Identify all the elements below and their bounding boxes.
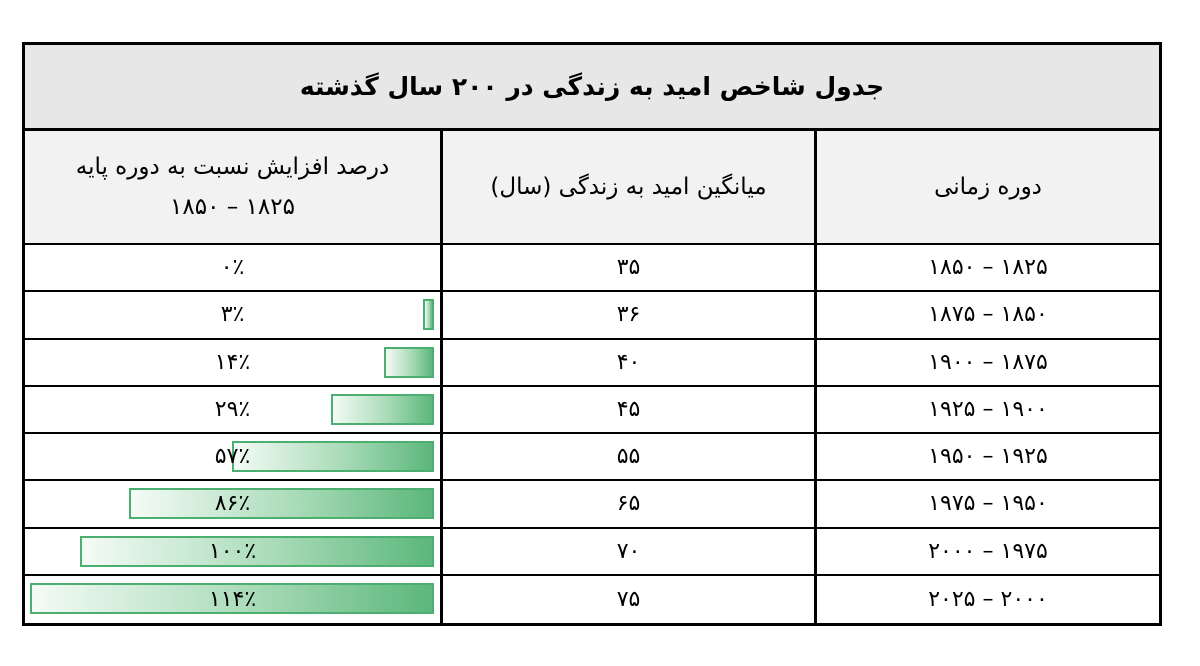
- period-value: ۱۸۲۵ – ۱۸۵۰: [928, 255, 1048, 281]
- period-cell: ۱۸۲۵ – ۱۸۵۰: [817, 245, 1159, 290]
- increase-value: ۱۱۴٪: [208, 586, 257, 612]
- life-expectancy-value: ۳۶: [616, 302, 641, 328]
- life-expectancy-cell: ۳۵: [443, 245, 817, 291]
- life-expectancy-cell: ۵۵: [443, 434, 817, 480]
- table-row: ۲۰۰۰ – ۲۰۲۵ ۷۵ ۱۱۴٪: [25, 575, 1159, 623]
- period-value: ۱۹۰۰ – ۱۹۲۵: [928, 396, 1048, 422]
- life-expectancy-cell: ۴۵: [443, 386, 817, 432]
- header-period-label: دوره زمانی: [934, 174, 1042, 200]
- period-value: ۱۹۷۵ – ۲۰۰۰: [928, 538, 1048, 564]
- life-expectancy-value: ۷۰: [616, 538, 641, 564]
- increase-value: ۵۷٪: [214, 444, 251, 470]
- increase-value: ۰٪: [220, 255, 245, 281]
- life-expectancy-cell: ۴۰: [443, 339, 817, 385]
- period-cell: ۱۹۰۰ – ۱۹۲۵: [817, 387, 1159, 432]
- increase-value: ۱۰۰٪: [208, 538, 257, 564]
- table-row: ۱۸۷۵ – ۱۹۰۰ ۴۰ ۱۴٪: [25, 339, 1159, 387]
- period-cell: ۱۸۵۰ – ۱۸۷۵: [817, 292, 1159, 337]
- table-row: ۱۹۷۵ – ۲۰۰۰ ۷۰ ۱۰۰٪: [25, 528, 1159, 576]
- period-cell: ۱۹۷۵ – ۲۰۰۰: [817, 529, 1159, 574]
- increase-value: ۳٪: [220, 302, 245, 328]
- header-increase: درصد افزایش نسبت به دوره پایه ۱۸۲۵ – ۱۸۵…: [25, 131, 443, 243]
- life-expectancy-value: ۳۵: [616, 255, 641, 281]
- life-expectancy-cell: ۷۰: [443, 528, 817, 574]
- life-expectancy-cell: ۷۵: [443, 575, 817, 623]
- period-cell: ۱۹۵۰ – ۱۹۷۵: [817, 481, 1159, 526]
- period-cell: ۲۰۰۰ – ۲۰۲۵: [817, 576, 1159, 623]
- header-increase-label: درصد افزایش نسبت به دوره پایه: [75, 154, 390, 180]
- table-body: ۱۸۲۵ – ۱۸۵۰ ۳۵ ۰٪ ۱۸۵۰ – ۱۸۷۵ ۳۶ ۳٪ ۱۸۷۵ – ۱۹۰…: [25, 245, 1159, 623]
- table-title-row: جدول شاخص امید به زندگی در ۲۰۰ سال گذشته: [25, 45, 1159, 131]
- increase-cell: ۰٪: [25, 245, 443, 291]
- table-title: جدول شاخص امید به زندگی در ۲۰۰ سال گذشته: [299, 72, 885, 101]
- period-value: ۱۹۲۵ – ۱۹۵۰: [928, 444, 1048, 470]
- increase-value: ۲۹٪: [214, 396, 251, 422]
- increase-cell: ۸۶٪: [25, 481, 443, 527]
- table-row: ۱۸۵۰ – ۱۸۷۵ ۳۶ ۳٪: [25, 292, 1159, 340]
- increase-bar: [423, 299, 434, 331]
- table-row: ۱۸۲۵ – ۱۸۵۰ ۳۵ ۰٪: [25, 245, 1159, 293]
- life-expectancy-value: ۶۵: [616, 491, 641, 517]
- life-expectancy-value: ۷۵: [616, 586, 641, 612]
- increase-bar: [232, 441, 434, 472]
- period-cell: ۱۹۲۵ – ۱۹۵۰: [817, 434, 1159, 479]
- increase-bar: [331, 393, 434, 425]
- period-value: ۱۸۷۵ – ۱۹۰۰: [928, 349, 1048, 375]
- increase-cell: ۲۹٪: [25, 386, 443, 432]
- increase-value: ۸۶٪: [214, 491, 251, 517]
- increase-cell: ۱۴٪: [25, 339, 443, 385]
- increase-bar: [384, 346, 434, 378]
- life-expectancy-cell: ۶۵: [443, 481, 817, 527]
- life-expectancy-value: ۴۵: [616, 396, 641, 422]
- period-value: ۲۰۰۰ – ۲۰۲۵: [928, 586, 1048, 612]
- table-row: ۱۹۵۰ – ۱۹۷۵ ۶۵ ۸۶٪: [25, 481, 1159, 529]
- period-value: ۱۸۵۰ – ۱۸۷۵: [928, 302, 1048, 328]
- period-cell: ۱۸۷۵ – ۱۹۰۰: [817, 340, 1159, 385]
- table-row: ۱۹۰۰ – ۱۹۲۵ ۴۵ ۲۹٪: [25, 386, 1159, 434]
- header-life-expectancy-label: میانگین امید به زندگی (سال): [490, 174, 767, 200]
- life-expectancy-table: جدول شاخص امید به زندگی در ۲۰۰ سال گذشته…: [22, 42, 1162, 626]
- header-base-period: ۱۸۲۵ – ۱۸۵۰: [170, 194, 295, 220]
- increase-bar: [30, 582, 434, 614]
- increase-value: ۱۴٪: [214, 349, 251, 375]
- life-expectancy-cell: ۳۶: [443, 292, 817, 338]
- increase-bar: [80, 535, 434, 567]
- life-expectancy-value: ۴۰: [616, 349, 641, 375]
- increase-bar: [129, 488, 434, 520]
- header-life-expectancy: میانگین امید به زندگی (سال): [443, 131, 817, 243]
- life-expectancy-value: ۵۵: [616, 444, 641, 470]
- table-row: ۱۹۲۵ – ۱۹۵۰ ۵۵ ۵۷٪: [25, 434, 1159, 482]
- increase-cell: ۱۱۴٪: [25, 575, 443, 623]
- period-value: ۱۹۵۰ – ۱۹۷۵: [928, 491, 1048, 517]
- header-row: دوره زمانی میانگین امید به زندگی (سال) د…: [25, 131, 1159, 245]
- increase-cell: ۵۷٪: [25, 434, 443, 480]
- increase-cell: ۱۰۰٪: [25, 528, 443, 574]
- increase-cell: ۳٪: [25, 292, 443, 338]
- header-period: دوره زمانی: [817, 131, 1159, 243]
